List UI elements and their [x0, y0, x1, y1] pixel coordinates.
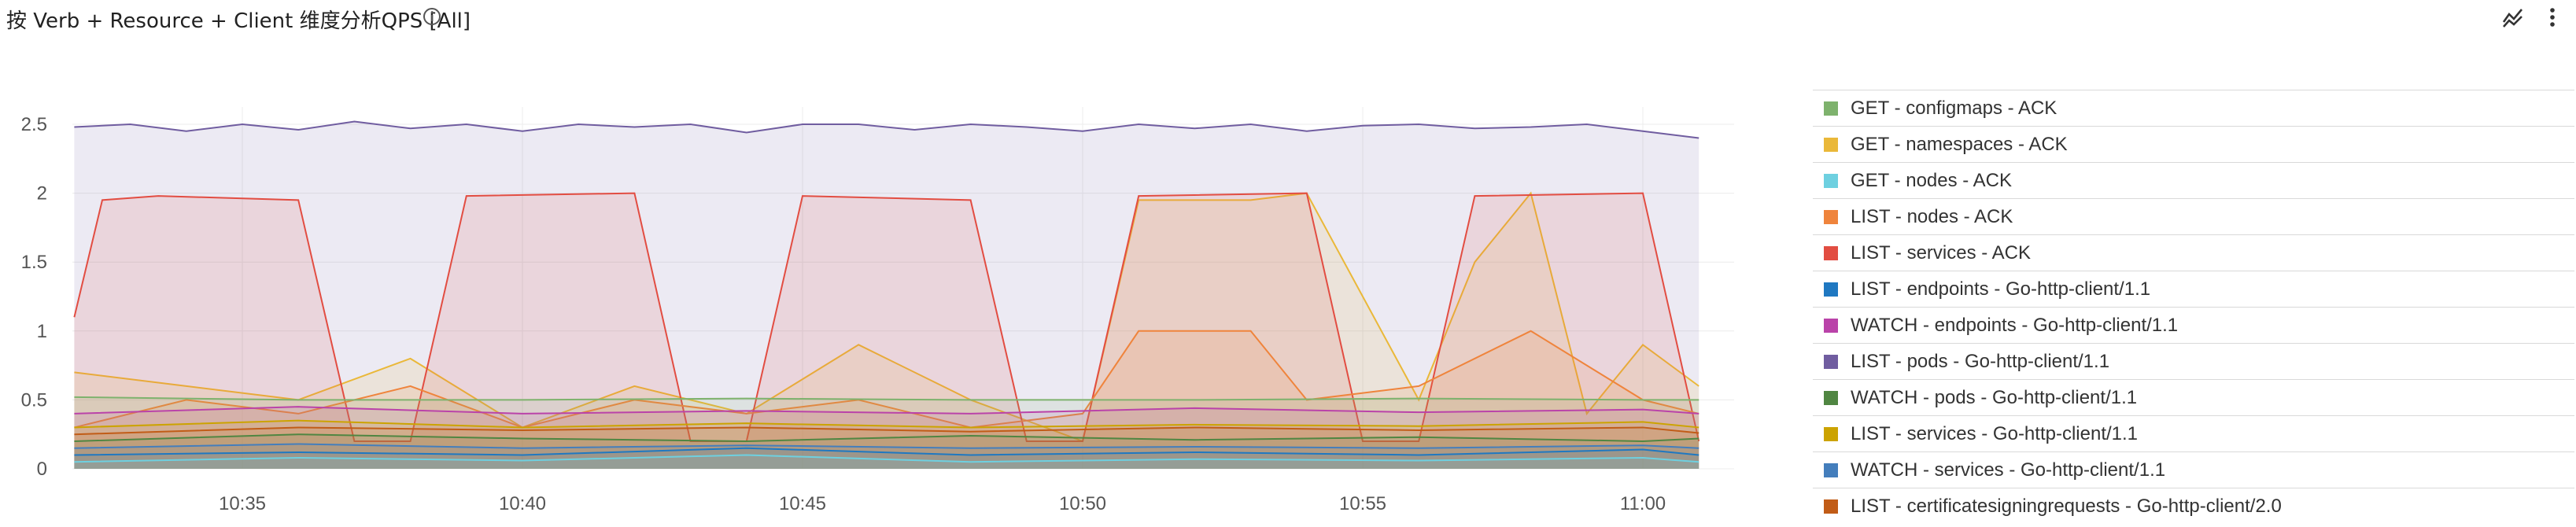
legend-swatch [1824, 390, 1838, 405]
series-line[interactable] [73, 192, 1700, 442]
legend-label: GET - nodes - ACK [1851, 169, 2012, 191]
legend-swatch [1824, 318, 1838, 333]
legend-label: WATCH - endpoints - Go-http-client/1.1 [1851, 314, 2179, 336]
legend-label: GET - configmaps - ACK [1851, 97, 2057, 119]
series-line[interactable] [74, 419, 1699, 429]
legend-swatch [1824, 101, 1838, 116]
y-tick-label: 1 [37, 321, 47, 342]
x-tick-label: 10:55 [1339, 493, 1386, 514]
series-area [74, 455, 1699, 469]
legend-label: GET - namespaces - ACK [1851, 133, 2068, 155]
legend-swatch [1824, 499, 1838, 514]
series-line[interactable] [74, 433, 1699, 442]
chart-style-icon[interactable] [2500, 5, 2526, 30]
chart-legend: GET - configmaps - ACK GET - namespaces -… [1813, 90, 2574, 524]
legend-item[interactable]: WATCH - endpoints - Go-http-client/1.1 [1813, 307, 2574, 343]
legend-label: LIST - services - ACK [1851, 241, 2031, 264]
series-area [74, 396, 1699, 469]
legend-swatch [1824, 137, 1838, 152]
panel-header: 按 Verb + Resource + Client 维度分析QPS [All] [0, 0, 2576, 38]
panel-title: 按 Verb + Resource + Client 维度分析QPS [All] [6, 9, 471, 33]
series-area [74, 444, 1699, 469]
legend-swatch [1824, 173, 1838, 188]
series-area [74, 420, 1699, 469]
series-line[interactable] [74, 120, 1699, 139]
y-tick-label: 2 [37, 183, 47, 205]
more-vert-icon[interactable] [2540, 5, 2565, 30]
legend-label: LIST - certificatesigningrequests - Go-h… [1851, 495, 2282, 517]
legend-item[interactable]: LIST - services - ACK [1813, 234, 2574, 271]
series-line[interactable] [74, 454, 1699, 463]
legend-item[interactable]: GET - configmaps - ACK [1813, 90, 2574, 126]
x-tick-label: 10:40 [499, 493, 546, 514]
legend-label: LIST - endpoints - Go-http-client/1.1 [1851, 278, 2151, 300]
legend-item[interactable]: LIST - services - Go-http-client/1.1 [1813, 415, 2574, 451]
legend-label: LIST - nodes - ACK [1851, 205, 2013, 227]
series-line[interactable] [74, 396, 1699, 401]
y-tick-label: 1.5 [21, 252, 47, 273]
legend-swatch [1824, 282, 1838, 297]
legend-swatch [1824, 209, 1838, 224]
series-area [74, 330, 1699, 469]
legend-item[interactable]: LIST - pods - Go-http-client/1.1 [1813, 343, 2574, 379]
y-tick-label: 0 [37, 459, 47, 480]
legend-item[interactable]: GET - nodes - ACK [1813, 162, 2574, 198]
legend-item[interactable]: LIST - nodes - ACK [1813, 198, 2574, 234]
legend-label: WATCH - pods - Go-http-client/1.1 [1851, 386, 2138, 408]
series-line[interactable] [74, 443, 1699, 449]
legend-swatch [1824, 354, 1838, 369]
legend-swatch [1824, 245, 1838, 260]
legend-label: LIST - pods - Go-http-client/1.1 [1851, 350, 2110, 372]
qps-chart[interactable]: 0 0.5 1 1.5 2 2.5 10:35 10:40 10:45 10:50 10:55 11:… [0, 47, 1762, 527]
y-tick-label: 0.5 [21, 389, 47, 411]
legend-label: LIST - services - Go-http-client/1.1 [1851, 422, 2139, 444]
info-icon[interactable] [422, 6, 442, 27]
legend-label: WATCH - services - Go-http-client/1.1 [1851, 459, 2166, 481]
legend-swatch [1824, 426, 1838, 441]
y-tick-label: 2.5 [21, 114, 47, 135]
legend-item[interactable]: WATCH - services - Go-http-client/1.1 [1813, 451, 2574, 488]
x-tick-label: 10:50 [1059, 493, 1106, 514]
legend-item[interactable]: LIST - endpoints - Go-http-client/1.1 [1813, 271, 2574, 307]
series-line[interactable] [74, 426, 1699, 436]
x-tick-label: 10:35 [219, 493, 266, 514]
series-line[interactable] [74, 447, 1699, 456]
legend-item[interactable]: LIST - certificatesigningrequests - Go-h… [1813, 488, 2574, 524]
x-tick-label: 11:00 [1620, 493, 1666, 514]
series-area [74, 448, 1699, 469]
x-tick-label: 10:45 [779, 493, 826, 514]
chart-area[interactable]: 0 0.5 1 1.5 2 2.5 10:35 10:40 10:45 10:50 10:55 11:… [0, 47, 1762, 527]
legend-item[interactable]: WATCH - pods - Go-http-client/1.1 [1813, 379, 2574, 415]
legend-swatch [1824, 463, 1838, 477]
series-line[interactable] [74, 406, 1699, 415]
legend-item[interactable]: GET - namespaces - ACK [1813, 126, 2574, 162]
